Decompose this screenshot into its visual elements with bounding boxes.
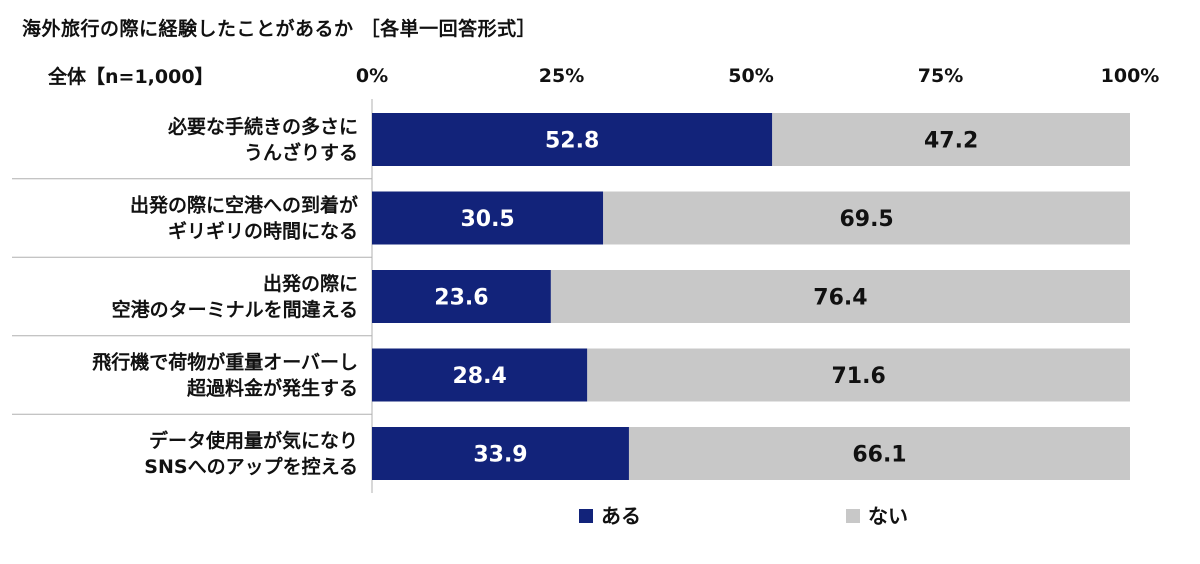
data-label: 69.5 xyxy=(839,207,893,232)
bar-segment xyxy=(372,427,629,480)
x-tick-label: 100% xyxy=(1101,65,1160,87)
data-label: 47.2 xyxy=(924,129,978,154)
bar-segment xyxy=(772,113,1130,166)
category-label: 超過料金が発生する xyxy=(186,377,358,400)
bar-segment xyxy=(550,270,1130,323)
data-label: 66.1 xyxy=(852,443,906,468)
bar-segment xyxy=(372,348,588,402)
data-label: 52.8 xyxy=(545,129,599,154)
category-label: うんざりする xyxy=(244,141,358,164)
bar-segment xyxy=(372,270,551,323)
category-label: 出発の際に xyxy=(263,272,358,295)
x-tick-label: 25% xyxy=(539,65,584,87)
data-label: 71.6 xyxy=(831,364,885,389)
bar-segment xyxy=(372,113,773,166)
category-label: 飛行機で荷物が重量オーバーし xyxy=(92,351,358,374)
bar-segment xyxy=(587,348,1130,402)
legend-swatch xyxy=(579,509,593,523)
bar-segment xyxy=(372,191,604,245)
category-label: ギリギリの時間になる xyxy=(168,221,358,243)
category-label: SNSへのアップを控える xyxy=(144,455,358,478)
x-tick-label: 50% xyxy=(728,65,773,87)
data-label: 33.9 xyxy=(473,443,527,468)
bar-segment xyxy=(628,427,1130,480)
x-tick-label: 75% xyxy=(918,65,963,87)
bar-segment xyxy=(603,191,1130,245)
category-label: データ使用量が気になり xyxy=(149,429,358,452)
category-label: 必要な手続きの多さに xyxy=(167,115,358,138)
legend-swatch xyxy=(846,509,860,523)
sample-size-label: 全体【n=1,000】 xyxy=(48,66,214,88)
data-label: 28.4 xyxy=(452,364,506,389)
data-label: 30.5 xyxy=(460,207,514,232)
category-label: 出発の際に空港への到着が xyxy=(130,194,358,217)
x-tick-label: 0% xyxy=(356,65,388,87)
legend-label: ある xyxy=(601,504,641,528)
data-label: 23.6 xyxy=(434,286,488,311)
legend-label: ない xyxy=(868,504,908,528)
chart-title: 海外旅行の際に経験したことがあるか ［各単一回答形式］ xyxy=(22,18,537,40)
category-label: 空港のターミナルを間違える xyxy=(112,298,358,321)
data-label: 76.4 xyxy=(813,286,867,311)
